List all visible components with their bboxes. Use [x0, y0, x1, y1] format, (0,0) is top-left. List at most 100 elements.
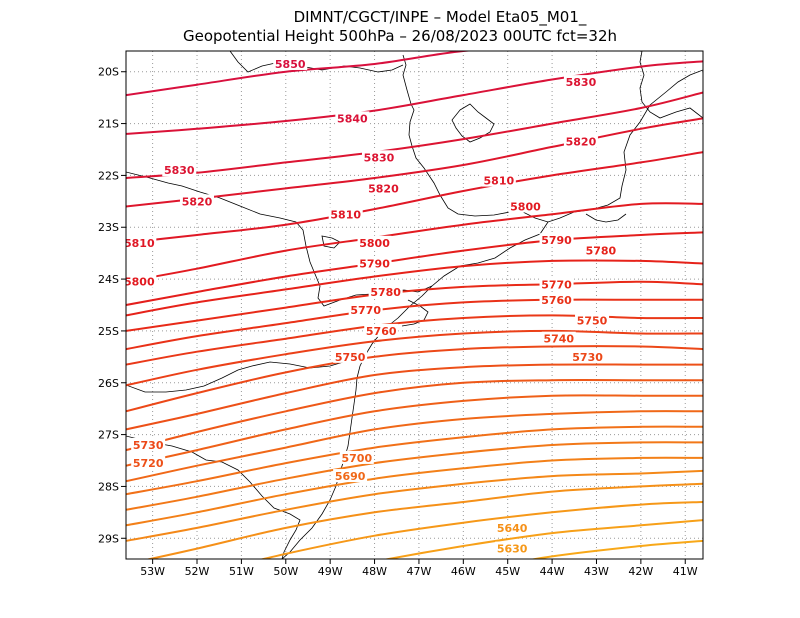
- contour-label: 5750: [577, 315, 608, 328]
- contour-label: 5820: [182, 195, 213, 208]
- contour-label: 5700: [341, 452, 372, 465]
- x-tick-label: 50W: [273, 565, 298, 578]
- contour-line-5640: [145, 482, 703, 559]
- contour-label: 5820: [566, 136, 597, 149]
- y-tick-label: 25S: [98, 325, 119, 338]
- contour-label: 5820: [368, 182, 399, 195]
- x-tick-label: 46W: [451, 565, 476, 578]
- y-tick-label: 20S: [98, 66, 119, 79]
- contour-label: 5790: [541, 234, 572, 247]
- x-tick-label: 42W: [628, 565, 653, 578]
- contour-label: 5720: [133, 457, 164, 470]
- contour-line-5700: [126, 394, 703, 467]
- contour-label: 5810: [330, 208, 361, 221]
- contour-line-5760: [126, 298, 703, 351]
- contour-label-bg: [333, 469, 368, 483]
- x-tick-label: 43W: [584, 565, 609, 578]
- state-border: [229, 51, 404, 73]
- contour-label: 5640: [497, 522, 528, 535]
- contour-label: 5630: [497, 543, 528, 556]
- x-axis: 53W 52W 51W 50W 49W 48W 47W 46W 45W 44W 43W 42W 41W: [140, 559, 698, 578]
- contour-label-bg: [339, 450, 374, 464]
- x-tick-label: 48W: [362, 565, 387, 578]
- contour-label: 5800: [359, 237, 390, 250]
- contour-label-bg: [495, 541, 530, 555]
- contour-label: 5810: [484, 175, 515, 188]
- contour-label: 5740: [543, 333, 574, 346]
- contour-label-bg: [333, 349, 368, 363]
- contour-label-bg: [539, 233, 574, 247]
- contour-labels: 5850584058405830583058305820582058205810…: [124, 56, 618, 556]
- contour-label-bg: [539, 292, 574, 306]
- coastline: [281, 221, 549, 559]
- contour-label-bg: [357, 256, 392, 270]
- x-tick-label: 51W: [229, 565, 254, 578]
- contour-label-bg: [273, 56, 308, 70]
- x-tick-label: 53W: [140, 565, 165, 578]
- contour-line-5720: [126, 363, 703, 431]
- contour-label-bg: [126, 274, 157, 288]
- x-tick-label: 45W: [495, 565, 520, 578]
- plot-frame: [125, 50, 704, 560]
- contour-label: 5770: [350, 304, 381, 317]
- contour-label: 5790: [359, 258, 390, 271]
- chart-title-line2: Geopotential Height 500hPa – 26/08/2023 …: [183, 27, 617, 45]
- contour-line-5650: [126, 469, 703, 542]
- x-tick-label: 41W: [673, 565, 698, 578]
- contour-line-5810: [126, 151, 703, 244]
- contour-label: 5840: [337, 112, 368, 125]
- contour-label-bg: [508, 199, 543, 213]
- contour-line-5820: [126, 117, 703, 208]
- y-tick-label: 22S: [98, 169, 119, 182]
- contour-label: 5780: [586, 245, 617, 258]
- contour-label: 5830: [164, 164, 195, 177]
- contour-label-bg: [368, 285, 403, 299]
- state-border: [126, 353, 367, 393]
- contour-label: 5850: [275, 58, 306, 71]
- contour-line-5800: [126, 202, 703, 283]
- y-tick-label: 24S: [98, 273, 119, 286]
- contour-line-5840: [126, 60, 703, 135]
- contour-line-5620: [382, 519, 703, 559]
- contour-label: 5770: [541, 278, 572, 291]
- contour-label: 5730: [572, 351, 603, 364]
- contour-line-5790: [126, 231, 703, 306]
- contour-label-bg: [495, 520, 530, 534]
- contour-label-bg: [162, 163, 197, 177]
- contour-label: 5800: [124, 276, 155, 289]
- contour-label: 5800: [510, 201, 541, 214]
- y-tick-label: 28S: [98, 480, 119, 493]
- y-tick-label: 21S: [98, 118, 119, 131]
- contour-label-bg: [328, 207, 363, 221]
- x-tick-label: 49W: [318, 565, 343, 578]
- contour-label: 5780: [370, 286, 401, 299]
- contour-label: 5730: [133, 439, 164, 452]
- coastline: [585, 213, 627, 223]
- contour-lines: [126, 51, 703, 559]
- contour-label-bg: [366, 181, 401, 195]
- contour-line-5740: [126, 329, 703, 387]
- contour-label-bg: [131, 437, 166, 451]
- contour-line-5730: [126, 345, 703, 413]
- contour-label: 5830: [364, 151, 395, 164]
- contour-label: 5750: [335, 351, 366, 364]
- contour-line-5770: [126, 280, 703, 332]
- x-tick-label: 52W: [185, 565, 210, 578]
- contour-label-bg: [575, 313, 610, 327]
- contour-label-bg: [357, 235, 392, 249]
- y-tick-label: 27S: [98, 429, 119, 442]
- contour-label-bg: [481, 173, 516, 187]
- contour-label: 5810: [124, 237, 155, 250]
- x-tick-label: 47W: [407, 565, 432, 578]
- contour-line-5710: [126, 378, 703, 452]
- contour-label: 5760: [366, 325, 397, 338]
- contour-label-bg: [180, 194, 215, 208]
- contour-line-5850: [126, 51, 475, 97]
- contour-label-bg: [348, 303, 383, 317]
- y-tick-label: 29S: [98, 532, 119, 545]
- contour-line-5660: [126, 456, 703, 527]
- contour-label-bg: [583, 243, 618, 257]
- chart-title-line1: DIMNT/CGCT/INPE – Model Eta05_M01_: [294, 8, 587, 27]
- country-border: [126, 435, 301, 559]
